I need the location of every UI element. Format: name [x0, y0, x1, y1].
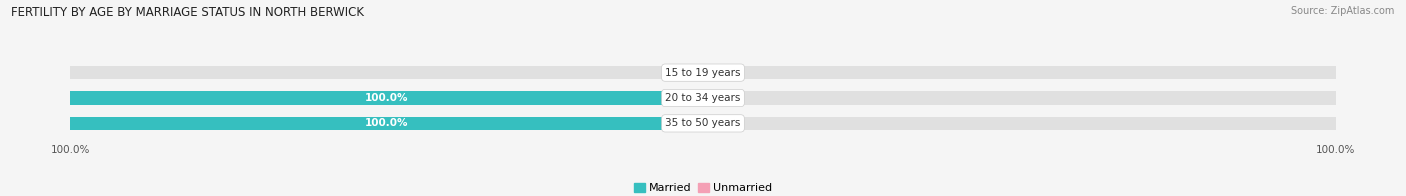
- Text: 0.0%: 0.0%: [716, 93, 742, 103]
- Text: 0.0%: 0.0%: [664, 68, 690, 78]
- Bar: [703, 66, 1336, 79]
- Bar: [70, 91, 703, 105]
- Text: 35 to 50 years: 35 to 50 years: [665, 118, 741, 128]
- Text: FERTILITY BY AGE BY MARRIAGE STATUS IN NORTH BERWICK: FERTILITY BY AGE BY MARRIAGE STATUS IN N…: [11, 6, 364, 19]
- Bar: [70, 117, 703, 130]
- Text: 15 to 19 years: 15 to 19 years: [665, 68, 741, 78]
- Text: 0.0%: 0.0%: [716, 118, 742, 128]
- Text: 100.0%: 100.0%: [366, 93, 408, 103]
- Bar: [70, 66, 703, 79]
- Text: Source: ZipAtlas.com: Source: ZipAtlas.com: [1291, 6, 1395, 16]
- Bar: [703, 91, 1336, 105]
- Bar: [70, 91, 703, 105]
- Text: 100.0%: 100.0%: [366, 118, 408, 128]
- Legend: Married, Unmarried: Married, Unmarried: [630, 178, 776, 196]
- Text: 20 to 34 years: 20 to 34 years: [665, 93, 741, 103]
- Text: 0.0%: 0.0%: [716, 68, 742, 78]
- Bar: [70, 117, 703, 130]
- Bar: [703, 117, 1336, 130]
